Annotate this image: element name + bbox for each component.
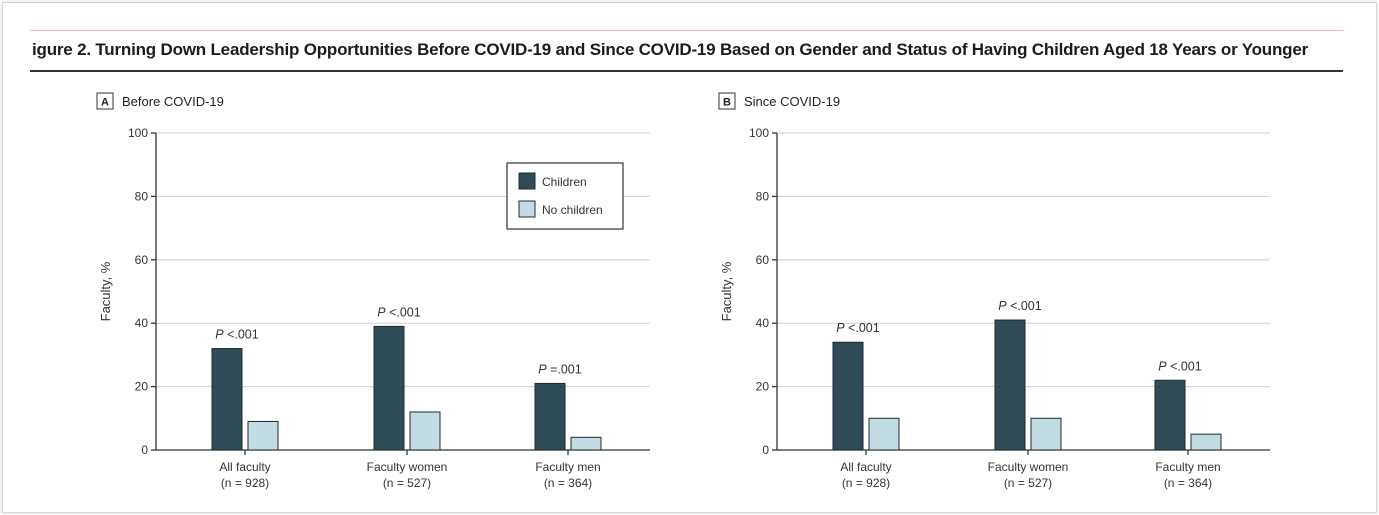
p-value-label: P <.001	[1158, 359, 1201, 373]
y-tick-label: 0	[762, 443, 769, 457]
category-n-label: (n = 928)	[842, 476, 890, 490]
panel-letter-box	[718, 92, 736, 110]
legend-swatch-no-children	[518, 200, 536, 218]
panel-letter: B	[723, 97, 731, 109]
y-tick-label: 40	[135, 316, 149, 330]
bar-no-children	[868, 417, 900, 451]
p-value-label: P <.001	[377, 305, 420, 319]
y-tick-label: 100	[749, 126, 769, 140]
figure-title: igure 2. Turning Down Leadership Opportu…	[32, 40, 1309, 59]
y-tick-label: 60	[135, 253, 149, 267]
legend-label: Children	[542, 175, 587, 189]
bar-children	[1154, 379, 1186, 451]
category-label: Faculty men	[1155, 460, 1220, 474]
bar-children	[373, 325, 405, 451]
y-tick-label: 80	[135, 189, 149, 203]
bar-no-children	[409, 411, 441, 451]
bar-no-children	[247, 420, 279, 451]
panel-title: Since COVID-19	[744, 94, 840, 109]
category-label: All faculty	[840, 460, 891, 474]
y-axis-label: Faculty, %	[98, 261, 113, 321]
category-n-label: (n = 527)	[383, 476, 431, 490]
y-tick-label: 0	[141, 443, 148, 457]
chart-panel-b: B Since COVID-19 0 20 40 60 80 100 Faculty, % All…	[718, 92, 1270, 490]
bar-children	[994, 319, 1026, 451]
category-label: All faculty	[219, 460, 270, 474]
p-value-label: P =.001	[538, 362, 581, 376]
category-n-label: (n = 527)	[1004, 476, 1052, 490]
bar-children	[534, 382, 566, 451]
y-tick-label: 100	[128, 126, 148, 140]
category-label: Faculty women	[367, 460, 448, 474]
legend: Children No children	[506, 162, 624, 230]
category-n-label: (n = 364)	[544, 476, 592, 490]
title-rule	[30, 70, 1343, 72]
panel-letter-box	[96, 92, 114, 110]
y-tick-label: 60	[756, 253, 770, 267]
top-rule	[30, 30, 1343, 31]
category-label: Faculty men	[535, 460, 600, 474]
bar-no-children	[1030, 417, 1062, 451]
legend-label: No children	[542, 203, 603, 217]
y-tick-label: 40	[756, 316, 770, 330]
bar-no-children	[570, 436, 602, 451]
legend-swatch-children	[518, 172, 536, 190]
panel-title: Before COVID-19	[122, 94, 224, 109]
panel-letter: A	[101, 97, 109, 109]
chart-panel-a: A Before COVID-19 0 20 40 60 80 100 Faculty, % Al…	[96, 92, 650, 490]
y-axis-label: Faculty, %	[719, 261, 734, 321]
p-value-label: P <.001	[998, 299, 1041, 313]
bar-children	[211, 348, 243, 451]
y-tick-label: 20	[135, 380, 149, 394]
category-n-label: (n = 928)	[221, 476, 269, 490]
y-tick-label: 20	[756, 380, 770, 394]
p-value-label: P <.001	[836, 321, 879, 335]
category-label: Faculty women	[988, 460, 1069, 474]
bar-no-children	[1190, 433, 1222, 451]
y-tick-label: 80	[756, 189, 770, 203]
p-value-label: P <.001	[215, 328, 258, 342]
category-n-label: (n = 364)	[1164, 476, 1212, 490]
bar-children	[832, 341, 864, 451]
